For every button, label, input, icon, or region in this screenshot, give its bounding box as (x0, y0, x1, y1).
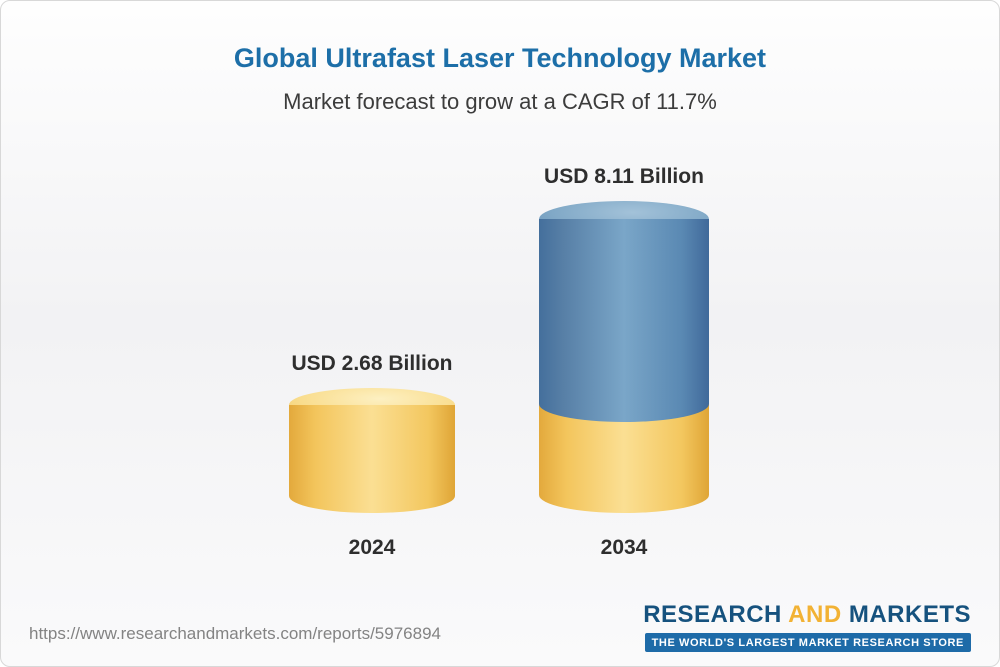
logo-wordmark: RESEARCH AND MARKETS (643, 601, 971, 629)
bar-2034: USD 8.11 Billion 2034 (539, 165, 709, 561)
cylinder-2024 (289, 387, 455, 513)
cylinder-2034-blue-body (539, 219, 709, 422)
logo-word-research: RESEARCH (643, 601, 782, 628)
category-label-2024: 2024 (348, 536, 396, 559)
category-label-2034: 2034 (600, 536, 648, 559)
value-label-2034: USD 8.11 Billion (544, 165, 704, 189)
report-url: https://www.researchandmarkets.com/repor… (29, 624, 441, 643)
cylinder-2034-blue-segment (539, 201, 709, 422)
research-and-markets-logo: RESEARCH AND MARKETS THE WORLD'S LARGEST… (643, 601, 971, 652)
bar-2024: USD 2.68 Billion 2024 (289, 352, 455, 561)
logo-tagline: THE WORLD'S LARGEST MARKET RESEARCH STOR… (644, 633, 971, 652)
logo-word-and: AND (788, 601, 842, 628)
chart-subtitle: Market forecast to grow at a CAGR of 11.… (283, 89, 717, 114)
cylinder-2034 (539, 201, 709, 513)
cylinder-2034-yellow-segment (539, 403, 709, 513)
value-label-2024: USD 2.68 Billion (291, 351, 453, 375)
chart-title: Global Ultrafast Laser Technology Market (233, 43, 767, 73)
cylinder-2024-body (289, 404, 455, 513)
logo-word-markets: MARKETS (848, 601, 971, 628)
